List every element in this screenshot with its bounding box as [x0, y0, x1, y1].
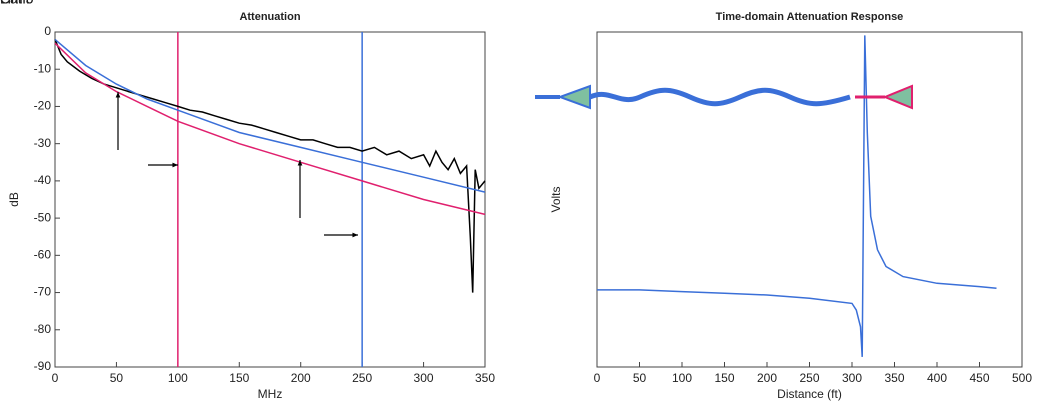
data-line: [54, 42, 486, 216]
y-tick-label: 0: [44, 24, 51, 38]
y-tick-label: -10: [34, 61, 52, 75]
x-tick-label: 0: [594, 371, 601, 385]
x-tick-label: 300: [414, 371, 434, 385]
annotation: Cat 6: [0, 0, 34, 7]
annotation: Limit: [0, 0, 30, 7]
arrow-head: [115, 92, 121, 98]
y-tick-label: -20: [34, 99, 52, 113]
arrow-head: [352, 232, 358, 238]
y-axis-label: Volts: [549, 186, 563, 212]
x-tick-label: 200: [757, 371, 777, 385]
x-axis-label: Distance (ft): [777, 387, 842, 401]
y-tick-label: -80: [34, 322, 52, 336]
plot-area: [54, 31, 486, 368]
plot-area: [596, 31, 1023, 368]
y-tick-label: -30: [34, 136, 52, 150]
x-tick-label: 100: [168, 371, 188, 385]
y-axis-label: dB: [7, 192, 21, 207]
x-tick-label: 50: [633, 371, 647, 385]
y-tick-label: -50: [34, 210, 52, 224]
annotation: Limit: [0, 0, 30, 7]
data-line: [54, 38, 486, 193]
x-axis-label: MHz: [258, 387, 283, 401]
data-line: [597, 35, 997, 357]
annotation: Cat 5: [0, 0, 34, 7]
x-tick-label: 0: [52, 371, 59, 385]
x-tick-label: 200: [291, 371, 311, 385]
x-tick-label: 250: [799, 371, 819, 385]
x-tick-label: 350: [475, 371, 495, 385]
x-tick-label: 450: [969, 371, 989, 385]
chart-title: Attenuation: [239, 11, 300, 23]
x-tick-label: 250: [352, 371, 372, 385]
x-tick-label: 100: [672, 371, 692, 385]
y-tick-label: -90: [34, 359, 52, 373]
x-tick-label: 50: [110, 371, 124, 385]
chart-title: Time-domain Attenuation Response: [716, 11, 904, 23]
x-tick-label: 150: [229, 371, 249, 385]
cable-drawing: [535, 84, 913, 110]
x-tick-label: 150: [714, 371, 734, 385]
y-tick-label: -60: [34, 248, 52, 262]
y-tick-label: -40: [34, 173, 52, 187]
y-tick-label: -70: [34, 285, 52, 299]
arrow-head: [297, 160, 303, 166]
x-tick-label: 300: [842, 371, 862, 385]
x-tick-label: 350: [884, 371, 904, 385]
x-tick-label: 400: [927, 371, 947, 385]
arrow-head: [172, 162, 178, 168]
data-line: [54, 39, 486, 293]
x-tick-label: 500: [1012, 371, 1032, 385]
